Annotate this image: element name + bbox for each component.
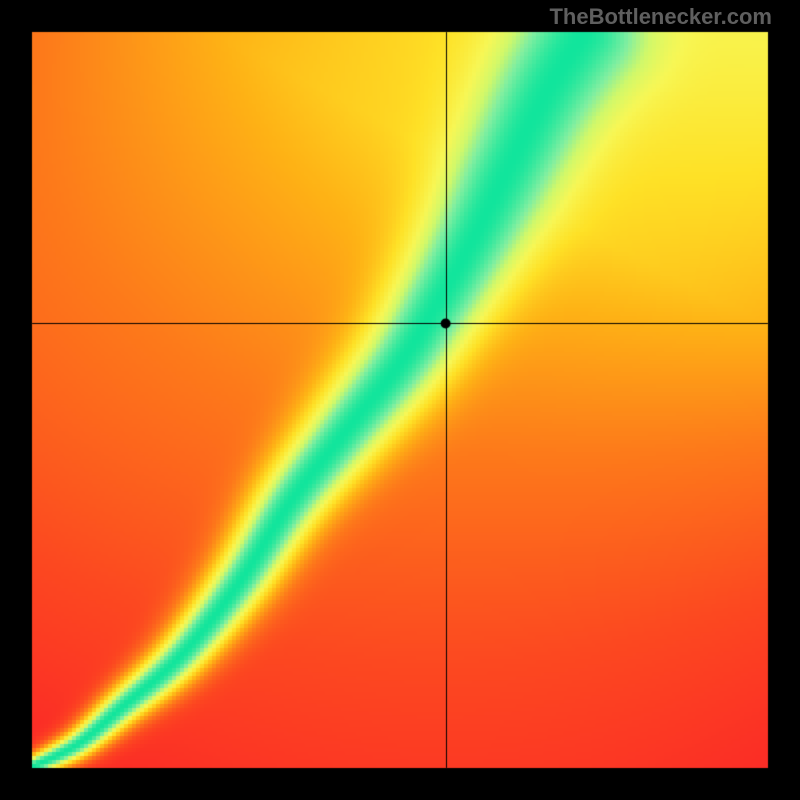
watermark-text: TheBottlenecker.com [549,4,772,30]
chart-container: TheBottlenecker.com [0,0,800,800]
bottleneck-heatmap [0,0,800,800]
